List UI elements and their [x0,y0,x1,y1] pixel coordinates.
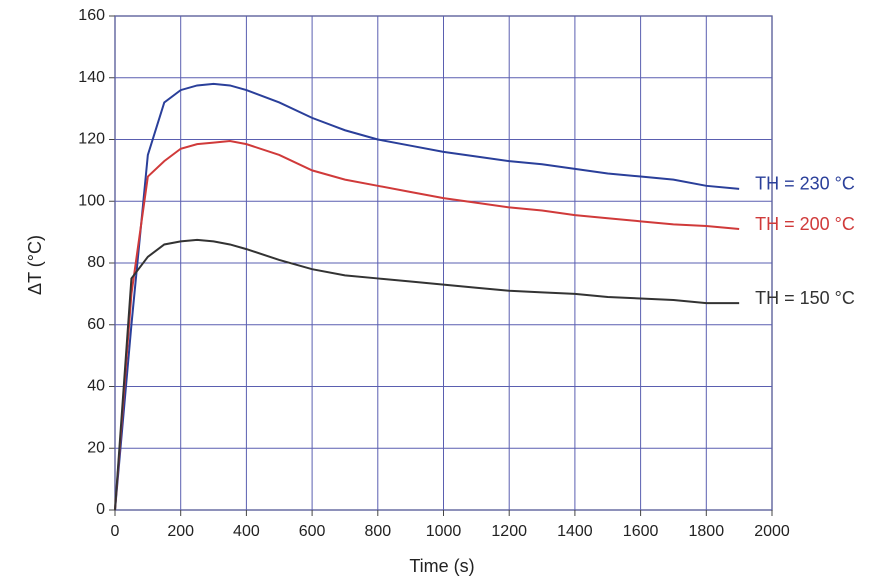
series-line [114,82,740,511]
y-tick-label: 80 [87,254,105,271]
x-axis-label: Time (s) [409,556,474,576]
x-tick-label: 600 [299,523,326,540]
x-tick-label: 400 [233,523,260,540]
y-tick-label: 140 [78,69,105,86]
x-tick-label: 1000 [426,523,462,540]
x-tick-label: 1800 [689,523,725,540]
series-label: TH = 230 °C [755,174,855,194]
y-tick-label: 0 [96,501,105,518]
x-tick-label: 200 [167,523,194,540]
x-tick-label: 0 [111,523,120,540]
y-tick-label: 160 [78,7,105,24]
y-tick-label: 100 [78,192,105,209]
series-line [114,238,740,511]
y-tick-label: 120 [78,131,105,148]
x-tick-label: 1400 [557,523,593,540]
x-tick-label: 2000 [754,523,790,540]
x-tick-label: 1200 [491,523,527,540]
y-tick-label: 40 [87,378,105,395]
y-tick-label: 20 [87,439,105,456]
series-line [114,140,740,511]
y-tick-label: 60 [87,316,105,333]
x-tick-label: 800 [364,523,391,540]
series-label: TH = 150 °C [755,288,855,308]
y-axis-label: ΔT (°C) [25,235,45,295]
x-tick-label: 1600 [623,523,659,540]
series-label: TH = 200 °C [755,214,855,234]
